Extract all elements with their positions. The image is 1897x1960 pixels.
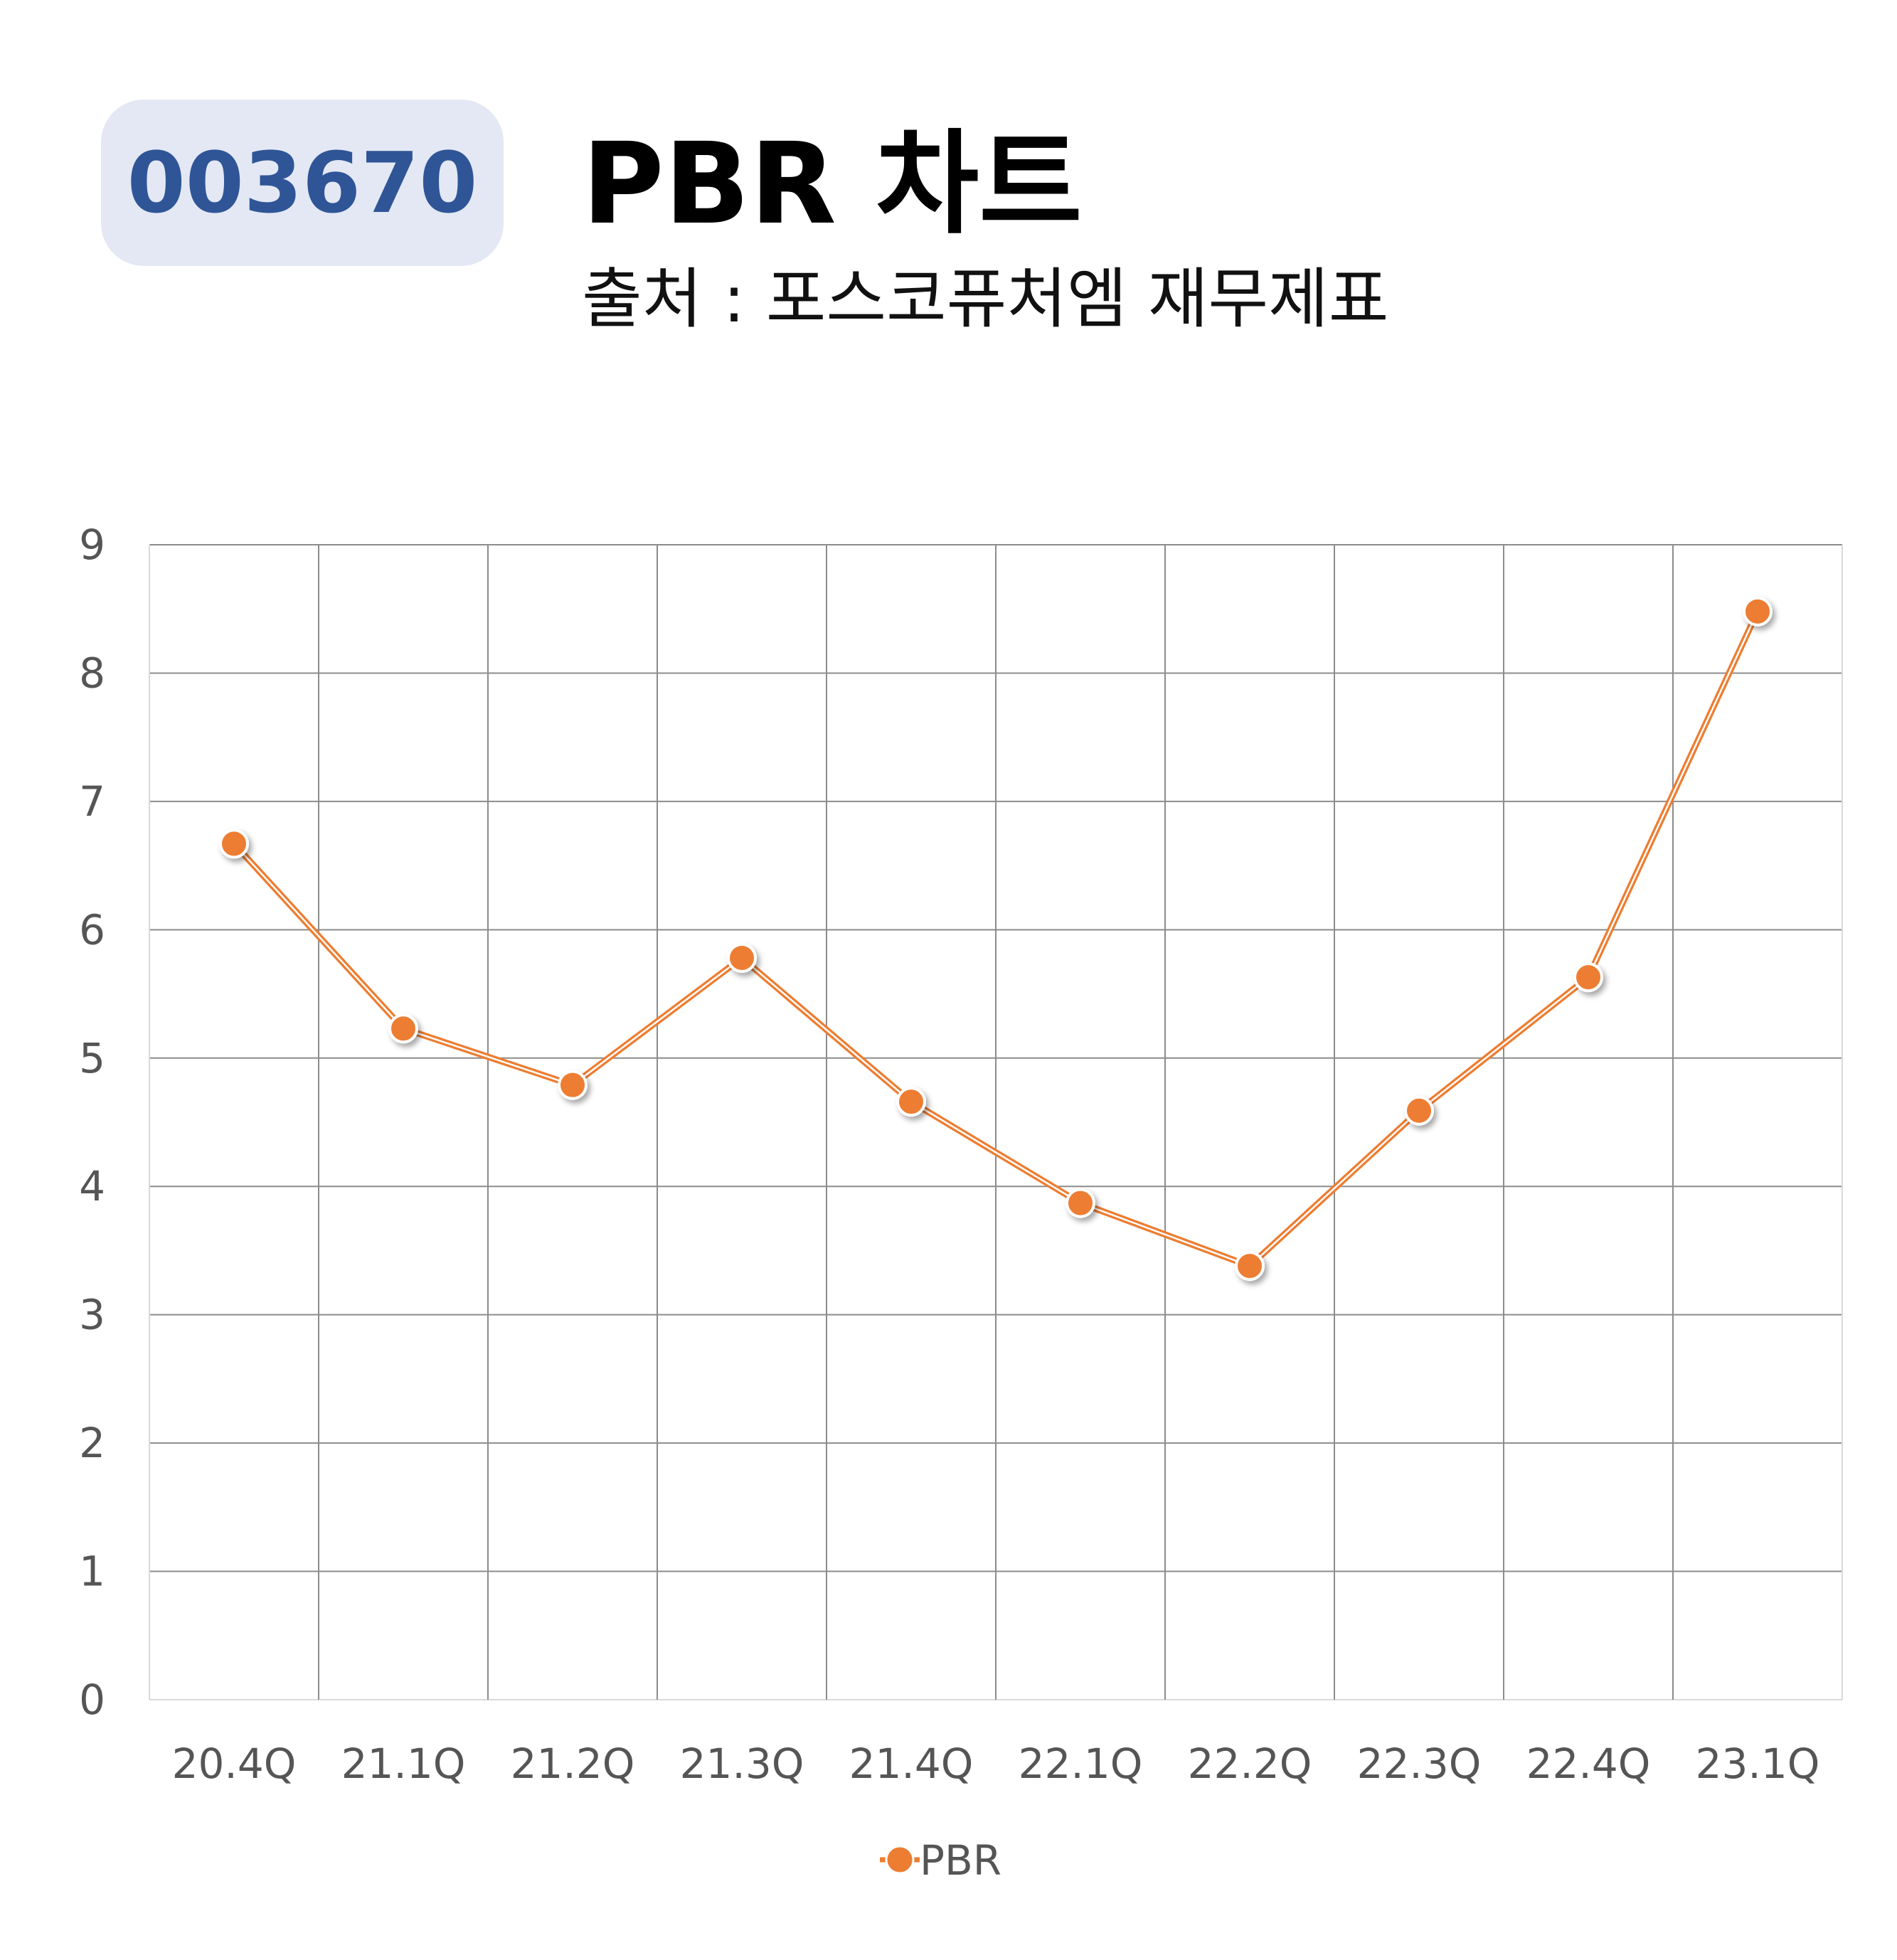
legend-label: PBR [920,1836,1001,1885]
x-tick-label: 22.1Q [1019,1740,1143,1788]
series-line-inner [233,611,1759,1267]
data-point [896,1087,926,1117]
x-tick-label: 20.4Q [172,1740,297,1788]
chart-subtitle: 출처 : 포스코퓨처엠 재무제표 [582,261,1389,337]
chart-title: PBR 차트 [582,119,1083,250]
y-tick-label: 7 [79,777,105,826]
y-tick-label: 0 [79,1676,105,1724]
y-axis: 0 1 2 3 4 5 6 7 8 9 [79,521,105,1724]
y-tick-label: 2 [79,1419,105,1467]
x-tick-label: 22.3Q [1357,1740,1482,1788]
x-tick-label: 21.3Q [680,1740,804,1788]
y-tick-label: 1 [79,1548,105,1596]
x-tick-label: 22.2Q [1188,1740,1312,1788]
y-tick-label: 3 [79,1291,105,1339]
data-point [1066,1188,1095,1218]
data-point [727,943,757,974]
legend-marker-swatch [885,1845,915,1875]
x-axis: 20.4Q 21.1Q 21.2Q 21.3Q 21.4Q 22.1Q 22.2Q 22.3Q… [172,1740,1820,1788]
data-point [219,829,249,859]
data-point [1404,1095,1434,1126]
data-point [558,1070,588,1100]
x-tick-label: 21.1Q [341,1740,466,1788]
data-point [1573,962,1603,993]
x-tick-label: 23.1Q [1696,1740,1820,1788]
x-tick-label: 21.4Q [849,1740,974,1788]
series-pbr [219,596,1773,1282]
stock-code-badge: 003670 [101,100,504,266]
y-tick-label: 8 [79,649,105,697]
data-point [388,1013,418,1044]
x-tick-label: 21.2Q [511,1740,635,1788]
data-point [1235,1251,1265,1282]
y-tick-label: 5 [79,1034,105,1082]
y-tick-label: 6 [79,905,105,954]
y-tick-label: 4 [79,1162,105,1210]
chart-grid [149,544,1843,1700]
y-tick-label: 9 [79,521,105,569]
x-tick-label: 22.4Q [1526,1740,1651,1788]
legend: PBR [880,1836,1001,1885]
data-point [1743,596,1773,627]
